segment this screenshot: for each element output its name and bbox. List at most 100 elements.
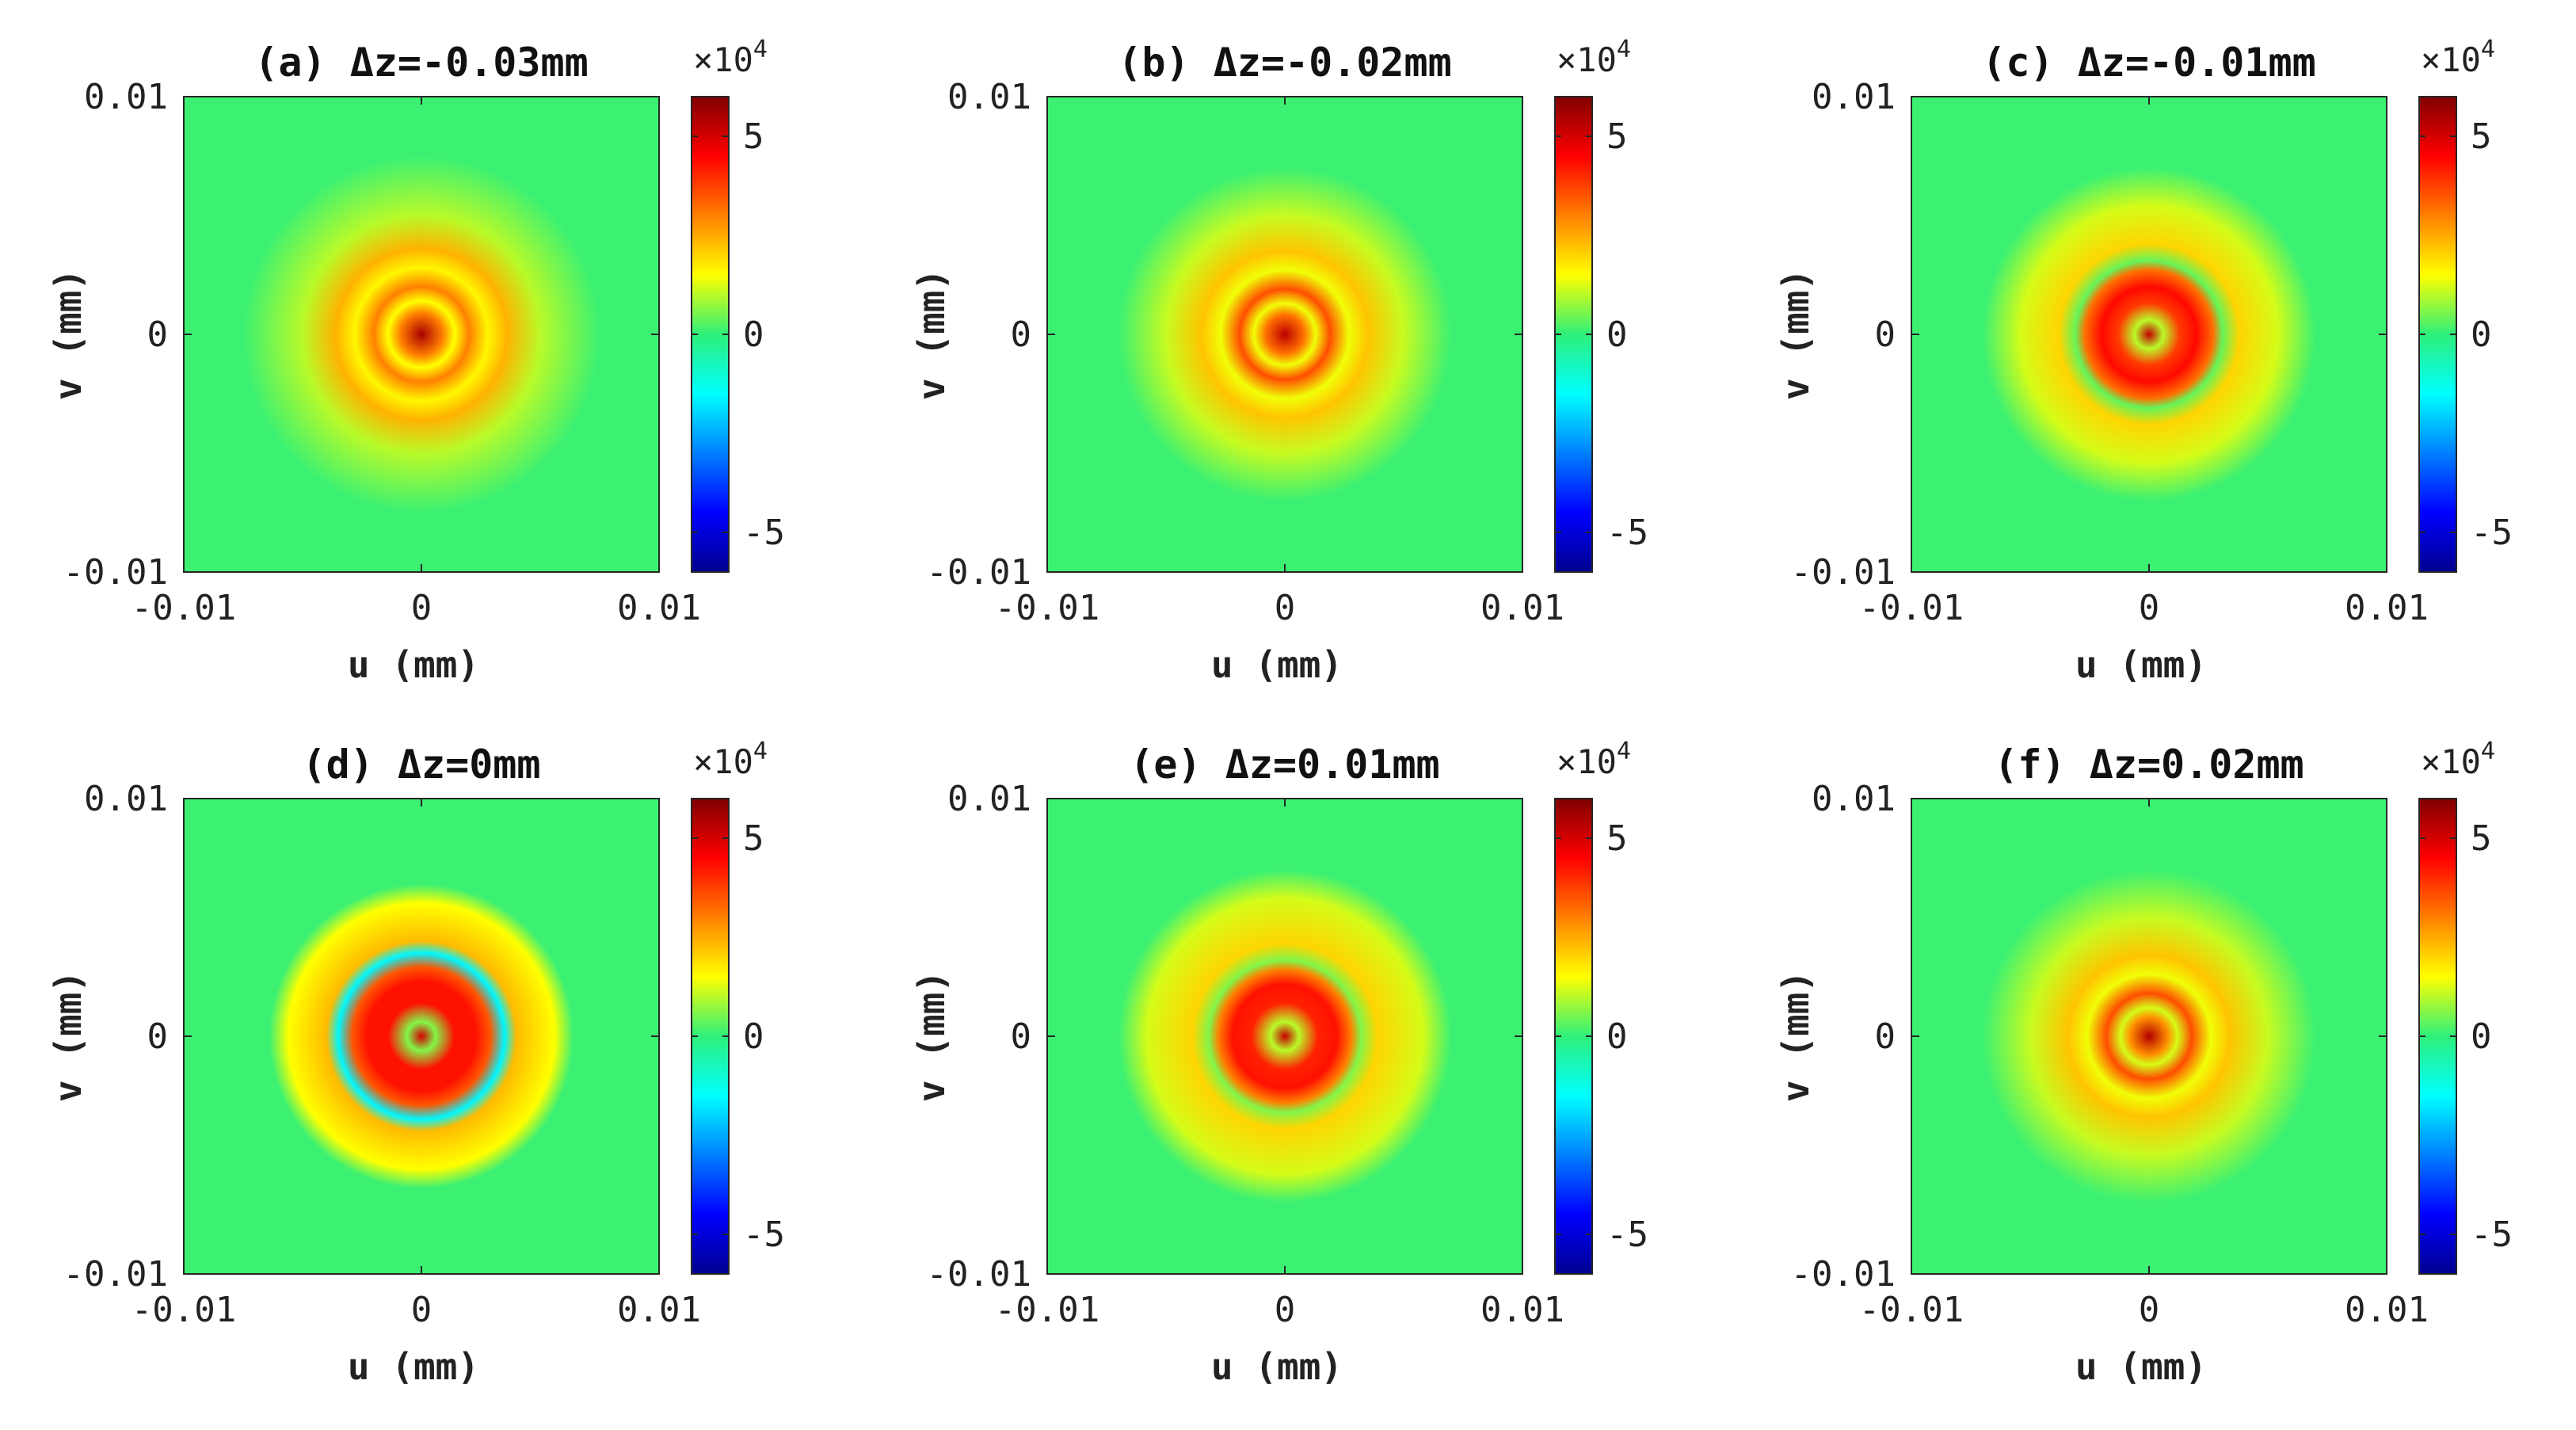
colorbar-tick-label: 5	[1606, 116, 1628, 157]
y-tick-label: -0.01	[63, 1254, 168, 1295]
y-tick-label: 0	[1875, 1016, 1896, 1057]
x-axis-label: u (mm)	[1211, 643, 1343, 686]
colorbar-tick-label: 0	[2471, 315, 2492, 355]
y-axis-label: v (mm)	[1774, 269, 1817, 400]
y-tick-label: 0.01	[84, 779, 168, 819]
panel-a: -0.01 0 0.01 0.01 0 -0.01 u (mm) v (mm) (a) Δz=-…	[47, 36, 785, 686]
y-tick-label: -0.01	[927, 1254, 1031, 1295]
colorbar-tick-label: 0	[1606, 1016, 1628, 1057]
panel-delta-z: Δz=0.02mm	[2090, 742, 2304, 787]
x-tick-label: 0.01	[1480, 588, 1564, 628]
x-tick-label: 0	[411, 1290, 433, 1330]
panel-label: (a)	[254, 40, 349, 86]
panel-label: (d)	[302, 742, 397, 787]
panel-title: (c) Δz=-0.01mm	[1982, 40, 2315, 86]
y-axis-label: v (mm)	[47, 970, 90, 1102]
y-tick-label: 0	[147, 1016, 169, 1057]
panels-root: -0.01 0 0.01 0.01 0 -0.01 u (mm) v (mm) (a) Δz=-…	[47, 36, 2513, 1388]
multiplier-exponent: 4	[753, 36, 768, 63]
panel-delta-z: Δz=-0.03mm	[350, 40, 589, 86]
panel-title: (d) Δz=0mm	[302, 742, 540, 787]
x-tick-label: -0.01	[131, 588, 236, 628]
y-tick-label: -0.01	[1791, 1254, 1896, 1295]
x-axis-label: u (mm)	[1211, 1345, 1343, 1388]
colorbar-tick-label: 0	[743, 1016, 764, 1057]
panel-label: (f)	[1994, 742, 2089, 787]
colorbar-tick-label: -5	[743, 1215, 785, 1255]
multiplier-base: ×10	[693, 742, 753, 781]
x-tick-label: 0	[2139, 1290, 2160, 1330]
multiplier-base: ×10	[2421, 40, 2481, 79]
x-tick-label: 0	[1275, 588, 1296, 628]
y-tick-label: 0.01	[1812, 77, 1896, 117]
panel-e: -0.01 0 0.01 0.01 0 -0.01 u (mm) v (mm) (e) Δz=0…	[910, 738, 1648, 1388]
y-tick-label: -0.01	[1791, 552, 1896, 593]
colorbar-multiplier: ×104	[1557, 36, 1631, 79]
x-tick-label: -0.01	[1859, 588, 1964, 628]
panel-delta-z: Δz=-0.02mm	[1214, 40, 1452, 86]
x-tick-label: -0.01	[995, 588, 1099, 628]
panel-b: -0.01 0 0.01 0.01 0 -0.01 u (mm) v (mm) (b) Δz=-…	[910, 36, 1648, 686]
heatmap-field	[184, 799, 659, 1274]
y-tick-label: -0.01	[63, 552, 168, 593]
heatmap-field	[1047, 97, 1522, 572]
y-axis-label: v (mm)	[910, 269, 953, 400]
x-tick-label: -0.01	[1859, 1290, 1964, 1330]
colorbar-tick-label: -5	[743, 513, 785, 553]
panel-title: (e) Δz=0.01mm	[1130, 742, 1439, 787]
colorbar-tick-label: 5	[1606, 818, 1628, 859]
x-axis-label: u (mm)	[348, 643, 479, 686]
heatmap-field	[1911, 97, 2387, 572]
y-tick-label: 0.01	[947, 77, 1031, 117]
colorbar-tick-label: -5	[2471, 1215, 2513, 1255]
panel-title: (a) Δz=-0.03mm	[254, 40, 588, 86]
colorbar-tick-label: 0	[2471, 1016, 2492, 1057]
x-axis-label: u (mm)	[2075, 643, 2207, 686]
panel-delta-z: Δz=-0.01mm	[2078, 40, 2316, 86]
multiplier-exponent: 4	[2481, 36, 2495, 63]
y-tick-label: 0.01	[1812, 779, 1896, 819]
multiplier-base: ×10	[1557, 40, 1617, 79]
x-tick-label: 0	[1275, 1290, 1296, 1330]
panel-label: (e)	[1130, 742, 1225, 787]
y-tick-label: 0	[1011, 315, 1032, 355]
multiplier-exponent: 4	[753, 738, 768, 765]
panel-d: -0.01 0 0.01 0.01 0 -0.01 u (mm) v (mm) (d) Δz=0…	[47, 738, 785, 1388]
panel-c: -0.01 0 0.01 0.01 0 -0.01 u (mm) v (mm) (c) Δz=-…	[1774, 36, 2513, 686]
x-tick-label: -0.01	[995, 1290, 1099, 1330]
multiplier-base: ×10	[693, 40, 753, 79]
heatmap-field	[1911, 799, 2387, 1274]
panel-delta-z: Δz=0.01mm	[1225, 742, 1440, 787]
x-tick-label: 0	[411, 588, 433, 628]
colorbar-tick-label: 5	[2471, 818, 2492, 859]
multiplier-base: ×10	[1557, 742, 1617, 781]
colorbar-tick-label: -5	[1606, 513, 1648, 553]
colorbar-multiplier: ×104	[693, 738, 768, 781]
panel-delta-z: Δz=0mm	[398, 742, 541, 787]
colorbar-tick-label: 5	[2471, 116, 2492, 157]
multiplier-exponent: 4	[1617, 738, 1631, 765]
x-tick-label: 0.01	[1480, 1290, 1564, 1330]
x-tick-label: 0.01	[617, 588, 701, 628]
heatmap-field	[184, 97, 659, 572]
colorbar-tick-label: -5	[2471, 513, 2513, 553]
colorbar-tick-label: 5	[743, 116, 764, 157]
y-tick-label: 0	[1875, 315, 1896, 355]
x-tick-label: 0.01	[2345, 588, 2429, 628]
colorbar-tick-label: -5	[1606, 1215, 1648, 1255]
colorbar-multiplier: ×104	[1557, 738, 1631, 781]
x-axis-label: u (mm)	[2075, 1345, 2207, 1388]
panel-label: (b)	[1118, 40, 1213, 86]
y-tick-label: 0	[147, 315, 169, 355]
y-tick-label: 0	[1011, 1016, 1032, 1057]
x-axis-label: u (mm)	[348, 1345, 479, 1388]
x-tick-label: 0	[2139, 588, 2160, 628]
y-axis-label: v (mm)	[1774, 970, 1817, 1102]
x-tick-label: 0.01	[2345, 1290, 2429, 1330]
y-axis-label: v (mm)	[47, 269, 90, 400]
panel-title: (b) Δz=-0.02mm	[1118, 40, 1451, 86]
colorbar-tick-label: 5	[743, 818, 764, 859]
multiplier-exponent: 4	[1617, 36, 1631, 63]
colorbar-tick-label: 0	[743, 315, 764, 355]
